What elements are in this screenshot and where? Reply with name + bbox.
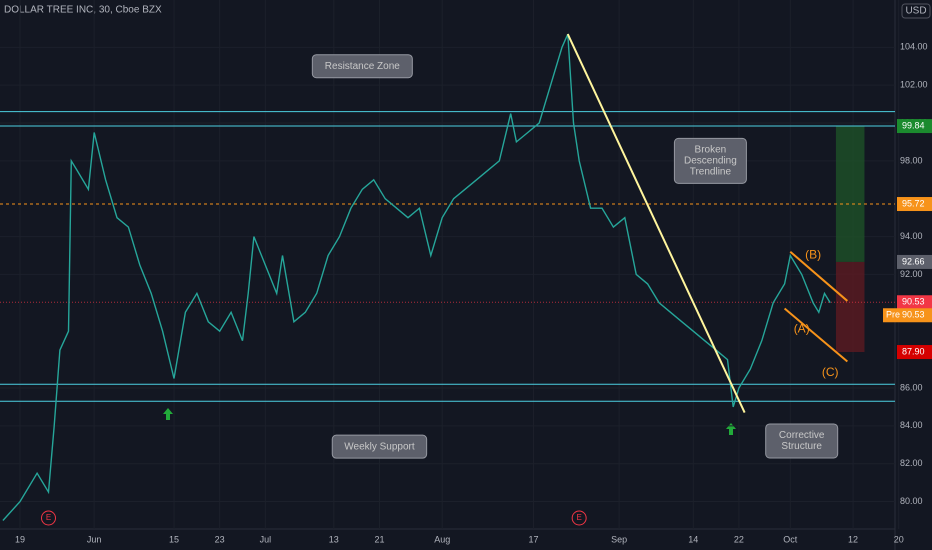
- x-tick-label: Jul: [260, 534, 272, 544]
- pre-tag: [883, 308, 932, 323]
- annotation-text: Structure: [781, 441, 822, 452]
- y-tick-label: 80.00: [900, 496, 923, 506]
- x-tick-label: Aug: [434, 534, 450, 544]
- y-tick-label: 104.00: [900, 42, 928, 52]
- annotation-text: Descending: [684, 156, 737, 167]
- y-tick-label: 94.00: [900, 231, 923, 241]
- y-tick-label: 84.00: [900, 420, 923, 430]
- annotation-box: [331, 434, 428, 459]
- annotation-text: Broken: [695, 145, 727, 156]
- price-tag: [897, 197, 932, 212]
- annotation-box: [311, 54, 413, 79]
- price-line: [2, 33, 831, 521]
- annotation-text: Weekly Support: [344, 441, 415, 452]
- price-tag: [897, 119, 932, 134]
- channel-line: [783, 307, 848, 363]
- x-tick-label: 13: [329, 534, 339, 544]
- channel-line: [789, 250, 849, 302]
- chart-title: DOLLAR TREE INC, 30, Cboe BZX: [4, 5, 162, 16]
- annotation-text: Corrective: [779, 430, 825, 441]
- pre-tag-label: 90.53: [902, 310, 925, 320]
- x-tick-label: 14: [688, 534, 698, 544]
- price-tag-label: 92.66: [902, 256, 925, 266]
- wave-label: (B): [805, 248, 821, 262]
- price-tag-label: 90.53: [902, 297, 925, 307]
- x-tick-label: 20: [894, 534, 904, 544]
- price-tag-label: 95.72: [902, 198, 925, 208]
- earnings-label: E: [576, 513, 581, 522]
- y-tick-label: 102.00: [900, 80, 928, 90]
- x-tick-label: 15: [169, 534, 179, 544]
- price-tag: [897, 295, 932, 310]
- target-zone: [835, 126, 865, 262]
- price-tag: [897, 345, 932, 360]
- x-tick-label: 17: [529, 534, 539, 544]
- earnings-label: E: [46, 513, 51, 522]
- x-tick-label: 23: [215, 534, 225, 544]
- annotation-text: Resistance Zone: [325, 61, 400, 72]
- currency-box: [901, 3, 931, 19]
- x-tick-label: Jun: [87, 534, 102, 544]
- x-tick-label: 21: [374, 534, 384, 544]
- currency: USD: [905, 6, 926, 17]
- price-tag-label: 99.84: [902, 120, 925, 130]
- up-arrow: [163, 408, 173, 420]
- trendline: [566, 33, 746, 414]
- annotation-text: Trendline: [690, 167, 732, 178]
- x-tick-label: Sep: [611, 534, 627, 544]
- y-tick-label: 92.00: [900, 269, 923, 279]
- x-tick-label: 22: [734, 534, 744, 544]
- annotation-box: [673, 137, 747, 184]
- price-tag-label: 87.90: [902, 346, 925, 356]
- stop-zone: [835, 261, 865, 353]
- y-tick-label: 86.00: [900, 382, 923, 392]
- earnings-marker: [571, 510, 587, 526]
- y-tick-label: 82.00: [900, 458, 923, 468]
- wave-label: (A): [794, 321, 810, 335]
- pre-tag-name: Pre: [886, 310, 900, 320]
- x-tick-label: 12: [848, 534, 858, 544]
- y-tick-label: 98.00: [900, 155, 923, 165]
- x-tick-label: Oct: [783, 534, 798, 544]
- price-tag: [897, 254, 932, 269]
- x-tick-label: 19: [15, 534, 25, 544]
- earnings-marker: [41, 510, 57, 526]
- wave-label: (C): [822, 365, 839, 379]
- annotation-box: [765, 423, 839, 459]
